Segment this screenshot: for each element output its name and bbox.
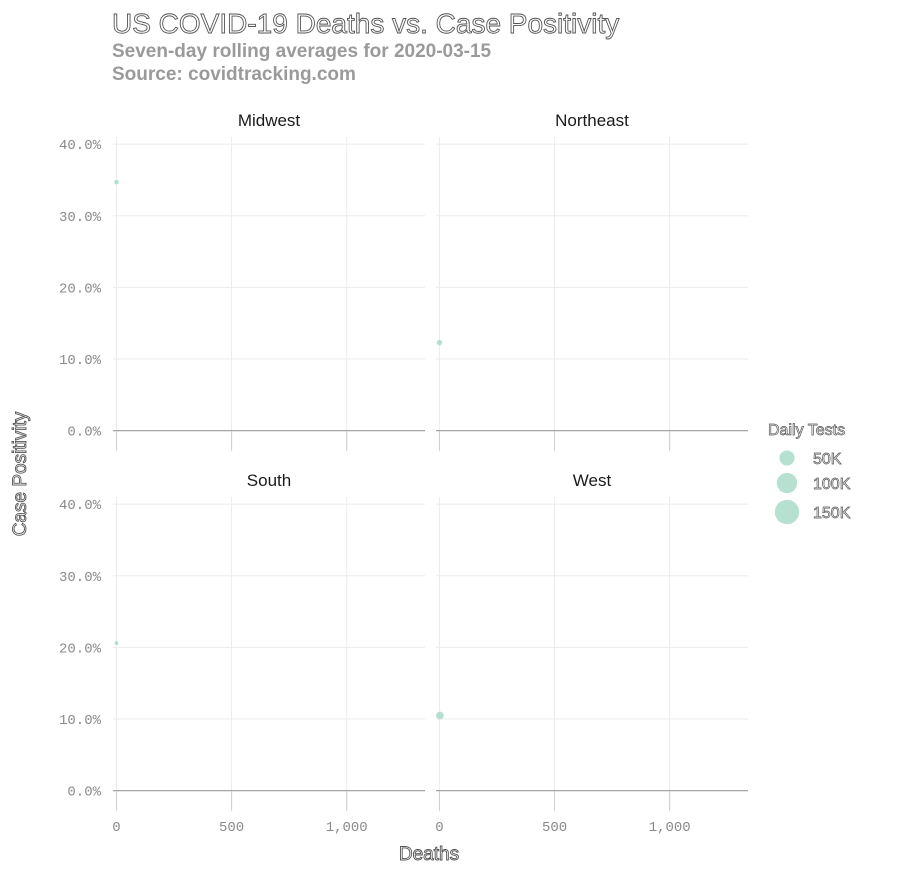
legend-key-150k [774,499,800,525]
facet-label: South [247,471,291,490]
legend-label-150k: 150K [813,505,851,522]
x-tick-label: 0 [435,820,443,836]
facet-label: Northeast [555,111,629,130]
data-point-midwest [114,179,119,185]
y-tick-label: 30.0% [59,570,102,586]
facet-panels: Midwest 0.0% 10.0% 20.0% 30.0% 40.0% Northeast… [59,111,748,836]
y-axis-label: Case Positivity [10,411,31,536]
x-tick-label: 500 [542,820,567,836]
y-tick-label: 0.0% [67,425,101,441]
y-tick-label: 20.0% [59,641,102,657]
chart-title: US COVID-19 Deaths vs. Case Positivity [112,8,619,39]
data-point-south [114,641,119,646]
y-tick-label: 20.0% [59,281,102,297]
chart-caption: Source: covidtracking.com [112,64,356,85]
panel-west: West 0 500 1,000 [435,471,748,836]
data-point-northeast [436,339,443,346]
facet-label: Midwest [238,111,301,130]
data-point-west [436,711,444,720]
panel-midwest: Midwest 0.0% 10.0% 20.0% 30.0% 40.0% [59,111,425,451]
y-tick-label: 40.0% [59,498,102,514]
panel-south: South 0.0% 10.0% 20.0% 30.0% 40.0% 0 500 1,000 [59,471,425,836]
x-tick-label: 500 [219,820,244,836]
x-axis-label: Deaths [399,844,459,865]
y-tick-label: 40.0% [59,138,102,154]
panel-northeast: Northeast [436,111,748,451]
legend-label-50k: 50K [813,451,842,468]
legend-key-100k [776,472,798,494]
legend-key-50k [779,450,795,466]
legend: Daily Tests 50K 100K 150K [768,422,851,525]
legend-label-100k: 100K [813,476,851,493]
facet-label: West [573,471,612,490]
y-tick-label: 10.0% [59,713,102,729]
x-tick-label: 1,000 [649,820,691,836]
x-tick-label: 1,000 [326,820,368,836]
y-tick-label: 10.0% [59,353,102,369]
chart-subtitle: Seven-day rolling averages for 2020-03-1… [112,41,492,62]
x-tick-label: 0 [112,820,120,836]
y-tick-label: 0.0% [67,785,101,801]
legend-title: Daily Tests [768,422,845,439]
y-tick-label: 30.0% [59,210,102,226]
